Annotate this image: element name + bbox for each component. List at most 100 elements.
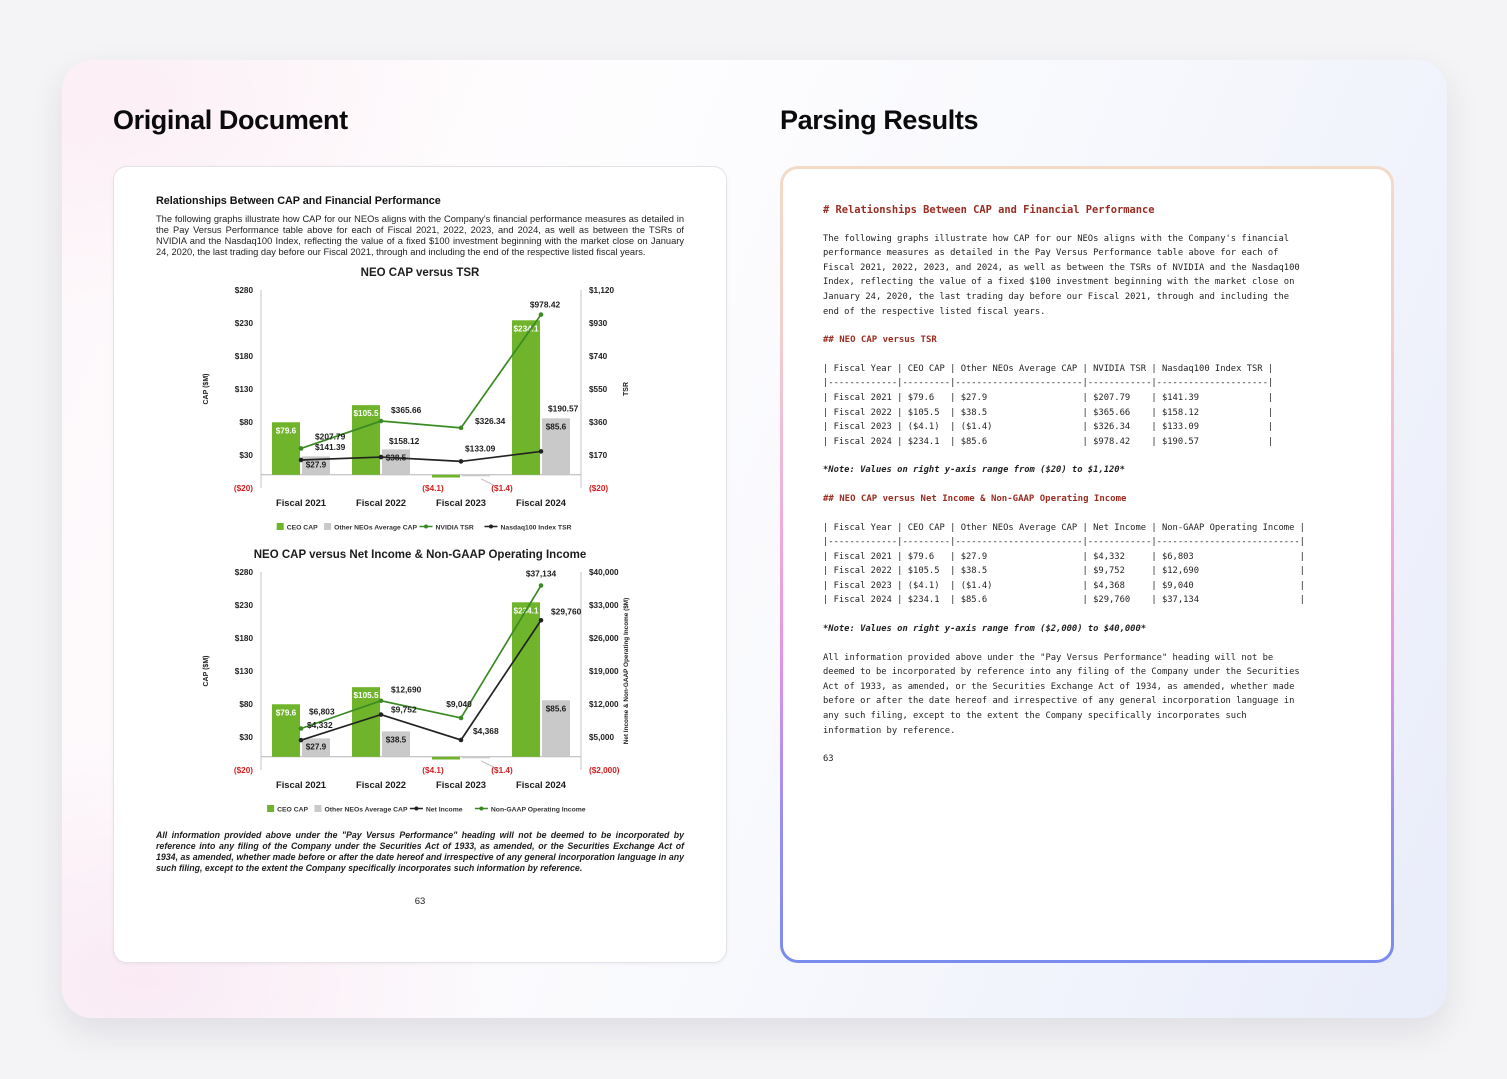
svg-text:$105.5: $105.5 — [353, 409, 378, 418]
svg-text:$978.42: $978.42 — [530, 300, 561, 310]
svg-text:$230: $230 — [235, 601, 254, 610]
svg-text:NVIDIA TSR: NVIDIA TSR — [436, 525, 474, 532]
svg-text:$12,000: $12,000 — [589, 700, 619, 709]
svg-text:$133.09: $133.09 — [465, 443, 496, 453]
svg-text:$141.39: $141.39 — [315, 442, 346, 452]
svg-text:$37,134: $37,134 — [526, 569, 557, 579]
svg-text:$27.9: $27.9 — [306, 460, 327, 469]
svg-text:($20): ($20) — [234, 766, 253, 775]
svg-text:$158.12: $158.12 — [389, 436, 420, 446]
chart-neo-cap-versus-tsr: NEO CAP versus TSR $280 $230 $180 $130 $80 $30… — [156, 267, 684, 540]
svg-text:$85.6: $85.6 — [546, 704, 567, 713]
svg-text:$360: $360 — [589, 418, 608, 427]
parsing-results-gradient-border: # Relationships Between CAP and Financia… — [780, 166, 1394, 963]
svg-text:$6,803: $6,803 — [309, 707, 335, 717]
chart-svg: $280 $230 $180 $130 $80 $30 ($20) $40,000 $33,00… — [203, 568, 630, 814]
parsed-block-table: | Fiscal Year | CEO CAP | Other NEOs Ave… — [823, 363, 1274, 447]
svg-text:Non-GAAP Operating Income: Non-GAAP Operating Income — [491, 807, 586, 814]
svg-text:($20): ($20) — [589, 484, 608, 493]
document-disclaimer: All information provided above under the… — [156, 830, 684, 873]
parsed-block-h1: # Relationships Between CAP and Financia… — [823, 204, 1155, 216]
svg-text:$365.66: $365.66 — [391, 405, 422, 415]
svg-text:$27.9: $27.9 — [306, 742, 327, 751]
svg-text:($2,000): ($2,000) — [589, 766, 620, 775]
original-document-page[interactable]: Relationships Between CAP and Financial … — [113, 166, 727, 963]
svg-text:$326.34: $326.34 — [475, 416, 506, 426]
svg-text:$85.6: $85.6 — [546, 422, 567, 431]
parsed-markdown-output[interactable]: # Relationships Between CAP and Financia… — [783, 169, 1391, 960]
svg-text:Fiscal 2021: Fiscal 2021 — [276, 779, 326, 790]
svg-text:$40,000: $40,000 — [589, 568, 619, 577]
svg-text:($20): ($20) — [234, 484, 253, 493]
svg-text:$180: $180 — [235, 352, 254, 361]
svg-text:Fiscal 2023: Fiscal 2023 — [436, 497, 486, 508]
document-page-number: 63 — [414, 896, 426, 907]
document-intro-paragraph: The following graphs illustrate how CAP … — [156, 214, 684, 257]
svg-text:($4.1): ($4.1) — [422, 484, 444, 493]
svg-text:$190.57: $190.57 — [548, 403, 579, 413]
svg-text:$550: $550 — [589, 385, 608, 394]
svg-text:$5,000: $5,000 — [589, 733, 614, 742]
svg-text:$280: $280 — [235, 568, 254, 577]
svg-text:$1,120: $1,120 — [589, 286, 614, 295]
svg-text:$105.5: $105.5 — [353, 691, 378, 700]
parsing-results-panel: Parsing Results # Relationships Between … — [780, 104, 1394, 963]
svg-text:$170: $170 — [589, 451, 608, 460]
svg-text:($1.4): ($1.4) — [491, 766, 513, 775]
parsed-block-h2: ## NEO CAP versus Net Income & Non-GAAP … — [823, 493, 1127, 504]
svg-text:$26,000: $26,000 — [589, 634, 619, 643]
chart-title: NEO CAP versus Net Income & Non-GAAP Ope… — [253, 549, 587, 561]
svg-text:$234.1: $234.1 — [513, 324, 538, 333]
parsed-block-p: The following graphs illustrate how CAP … — [823, 233, 1300, 317]
svg-text:($4.1): ($4.1) — [422, 766, 444, 775]
svg-text:Net Income & Non-GAAP Operatin: Net Income & Non-GAAP Operating Income (… — [623, 598, 630, 745]
svg-text:$30: $30 — [239, 451, 253, 460]
svg-text:$80: $80 — [239, 418, 253, 427]
parsed-block-table: | Fiscal Year | CEO CAP | Other NEOs Ave… — [823, 522, 1305, 606]
chart-neo-cap-versus-net-income: NEO CAP versus Net Income & Non-GAAP Ope… — [156, 549, 684, 822]
svg-text:$29,760: $29,760 — [551, 606, 582, 616]
svg-text:Nasdaq100 Index TSR: Nasdaq100 Index TSR — [501, 525, 572, 532]
svg-text:$9,040: $9,040 — [446, 699, 472, 709]
svg-text:$4,368: $4,368 — [473, 726, 499, 736]
chart-svg: $280 $230 $180 $130 $80 $30 ($20) $1,120 $930 $74… — [203, 286, 630, 532]
chart-title: NEO CAP versus TSR — [360, 267, 480, 279]
right-panel-title: Parsing Results — [780, 105, 979, 135]
svg-text:Fiscal 2022: Fiscal 2022 — [356, 779, 406, 790]
svg-text:TSR: TSR — [623, 382, 630, 396]
svg-text:Other NEOs Average CAP: Other NEOs Average CAP — [325, 807, 408, 814]
parsed-block-note: *Note: Values on right y-axis range from… — [823, 465, 1125, 476]
svg-text:$33,000: $33,000 — [589, 601, 619, 610]
svg-text:$79.6: $79.6 — [276, 426, 297, 435]
document-heading: Relationships Between CAP and Financial … — [156, 195, 441, 207]
svg-text:CEO CAP: CEO CAP — [287, 525, 318, 532]
svg-text:$230: $230 — [235, 319, 254, 328]
svg-text:$4,332: $4,332 — [307, 720, 333, 730]
svg-text:($1.4): ($1.4) — [491, 484, 513, 493]
svg-text:$180: $180 — [235, 634, 254, 643]
left-panel-title: Original Document — [113, 105, 348, 135]
svg-text:$280: $280 — [235, 286, 254, 295]
svg-text:$38.5: $38.5 — [386, 735, 407, 744]
parsed-block-h2: ## NEO CAP versus TSR — [823, 335, 937, 346]
svg-text:$19,000: $19,000 — [589, 667, 619, 676]
svg-text:Fiscal 2024: Fiscal 2024 — [516, 497, 567, 508]
svg-text:$9,752: $9,752 — [391, 705, 417, 715]
parsed-block-p: 63 — [823, 754, 834, 765]
parsed-block-note: *Note: Values on right y-axis range from… — [823, 624, 1147, 635]
svg-text:Fiscal 2022: Fiscal 2022 — [356, 497, 406, 508]
svg-text:Fiscal 2021: Fiscal 2021 — [276, 497, 326, 508]
svg-text:CEO CAP: CEO CAP — [277, 807, 308, 814]
svg-text:$207.79: $207.79 — [315, 431, 346, 441]
svg-text:$130: $130 — [235, 667, 254, 676]
svg-text:Net Income: Net Income — [426, 807, 463, 814]
main-card: Original Document Relationships Between … — [62, 60, 1447, 1018]
svg-text:CAP ($M): CAP ($M) — [203, 374, 210, 405]
svg-text:$740: $740 — [589, 352, 608, 361]
svg-text:CAP ($M): CAP ($M) — [203, 656, 210, 687]
original-document-panel: Original Document Relationships Between … — [113, 104, 727, 963]
svg-text:$130: $130 — [235, 385, 254, 394]
svg-text:$30: $30 — [239, 733, 253, 742]
svg-text:$79.6: $79.6 — [276, 708, 297, 717]
svg-text:$930: $930 — [589, 319, 608, 328]
